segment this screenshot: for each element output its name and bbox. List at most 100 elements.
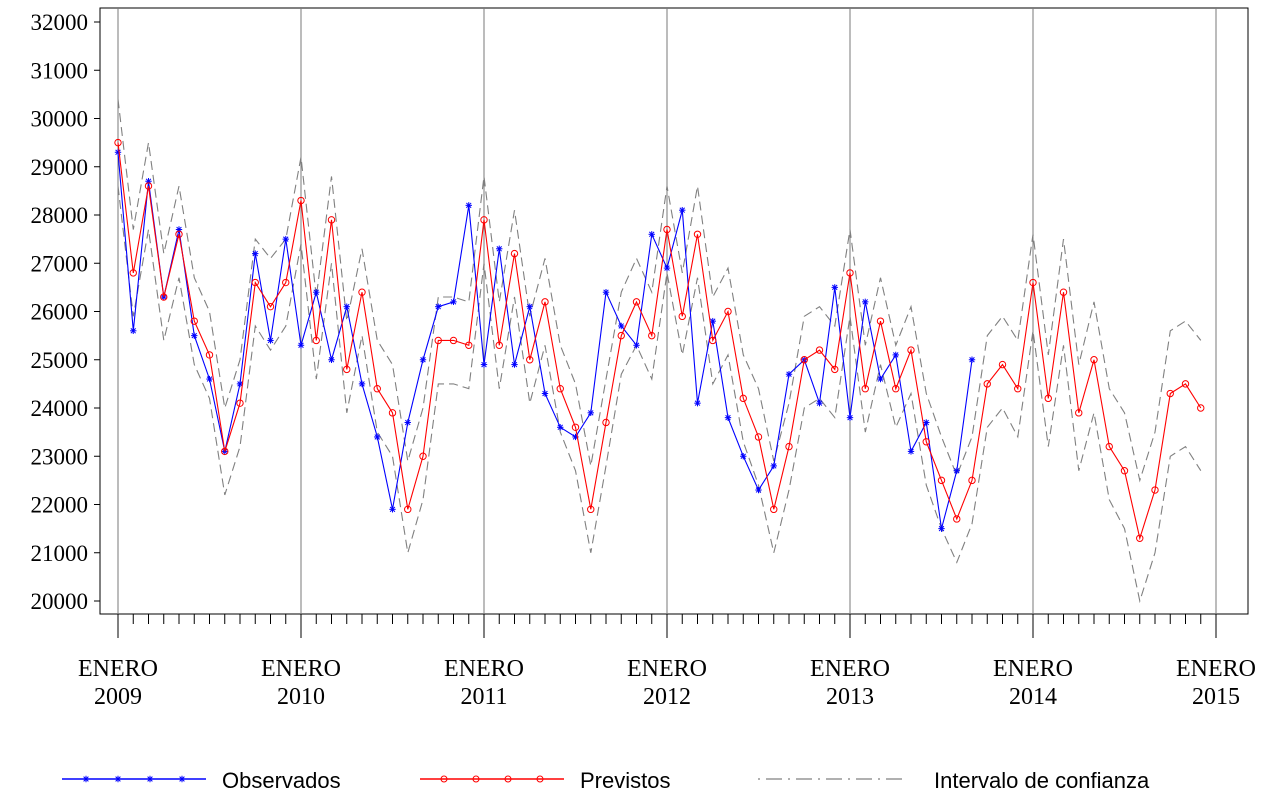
previstos-point <box>205 351 214 359</box>
observados-point <box>923 419 930 426</box>
observados-point <box>785 371 793 378</box>
observados-point <box>862 298 869 306</box>
previstos-point <box>282 278 290 287</box>
previstos-point <box>983 380 991 388</box>
previstos-point <box>1014 385 1022 393</box>
previstos-point <box>144 182 153 190</box>
legend-label-observados: Observados <box>222 768 341 793</box>
observados-point <box>358 380 366 388</box>
y-tick-label: 22000 <box>31 493 89 518</box>
previstos-point <box>998 360 1007 369</box>
observados-point <box>618 322 625 330</box>
y-tick-label: 26000 <box>31 300 89 325</box>
legend: Observados Previstos Intervalo de confia… <box>62 768 1150 793</box>
legend-item-observados: Observados <box>62 768 341 793</box>
previstos-point <box>510 249 519 258</box>
observados-point <box>496 245 503 252</box>
plot-frame <box>99 7 1249 615</box>
y-tick-label: 30000 <box>31 107 89 132</box>
previstos-point <box>1136 534 1144 542</box>
previstos-point <box>831 365 839 374</box>
previstos-point <box>160 293 168 301</box>
observados-point <box>968 356 976 363</box>
legend-label-previstos: Previstos <box>580 768 670 793</box>
previstos-point <box>419 452 427 460</box>
x-tick-label-year: 2014 <box>1009 684 1057 710</box>
legend-asterisk-marker <box>146 775 154 783</box>
legend-asterisk-marker <box>114 775 122 783</box>
previstos-point <box>785 442 793 451</box>
previstos-point <box>724 307 732 316</box>
previstos-point <box>602 418 610 427</box>
previstos-point <box>175 230 183 239</box>
x-axis: ENERO2009ENERO2010ENERO2011ENERO2012ENER… <box>78 614 1256 710</box>
observados-point <box>389 506 396 513</box>
previstos-point <box>388 409 397 417</box>
previstos-line <box>117 142 1202 541</box>
observados-point <box>252 250 259 257</box>
observados-point <box>480 361 488 368</box>
previstos-point <box>770 505 778 514</box>
observados-point <box>679 206 686 214</box>
observados-point <box>541 390 549 397</box>
observados-point <box>343 303 350 310</box>
previstos-point <box>236 399 244 407</box>
observados-point <box>114 149 122 156</box>
observados-point <box>953 467 960 474</box>
observados-point <box>313 289 320 296</box>
observados-point <box>465 202 472 209</box>
previstos-point <box>648 331 656 340</box>
previstos-point <box>587 505 595 514</box>
previstos-point <box>129 269 137 277</box>
previstos-point <box>754 433 763 441</box>
observados-point <box>435 303 442 310</box>
previstos-point <box>114 138 122 147</box>
x-tick-label-month: ENERO <box>1176 656 1256 682</box>
previstos-point <box>495 341 503 349</box>
previstos-point <box>1059 288 1068 296</box>
x-tick-label-month: ENERO <box>78 656 158 682</box>
previstos-point <box>922 438 930 446</box>
observados-point <box>907 448 915 455</box>
previstos-point <box>1105 442 1113 451</box>
previstos-point <box>739 394 747 403</box>
x-tick-label-year: 2010 <box>277 684 325 710</box>
previstos-series <box>114 138 1205 542</box>
previstos-point <box>663 225 671 234</box>
previstos-point <box>678 312 686 321</box>
observados-line <box>117 152 973 529</box>
previstos-point <box>541 298 549 306</box>
previstos-point <box>709 336 717 345</box>
previstos-point <box>846 269 854 277</box>
y-tick-label: 20000 <box>31 589 89 614</box>
observados-point <box>282 235 289 243</box>
observados-point <box>846 414 854 421</box>
previstos-point <box>1090 356 1098 364</box>
previstos-point <box>693 230 702 239</box>
previstos-point <box>1197 404 1205 412</box>
legend-circle-marker <box>472 775 480 783</box>
previstos-point <box>434 336 442 345</box>
observados-point <box>328 356 335 363</box>
legend-circle-marker <box>440 775 448 783</box>
previstos-point <box>861 385 869 393</box>
x-tick-label-month: ENERO <box>444 656 524 682</box>
previstos-point <box>1029 278 1037 287</box>
observados-point <box>877 375 884 383</box>
observados-point <box>770 462 777 470</box>
previstos-point <box>221 447 229 456</box>
previstos-point <box>800 356 808 364</box>
previstos-point <box>312 336 320 345</box>
observados-point <box>831 284 838 291</box>
x-tick-label-month: ENERO <box>261 656 341 682</box>
observados-point <box>816 399 823 407</box>
previstos-point <box>1166 389 1174 398</box>
observados-point <box>740 453 747 460</box>
previstos-point <box>632 298 641 306</box>
y-tick-label: 23000 <box>31 444 89 469</box>
previstos-point <box>815 346 824 354</box>
previstos-point <box>876 317 885 325</box>
observados-point <box>587 409 594 417</box>
y-tick-label: 29000 <box>31 155 89 180</box>
previstos-point <box>266 302 275 311</box>
